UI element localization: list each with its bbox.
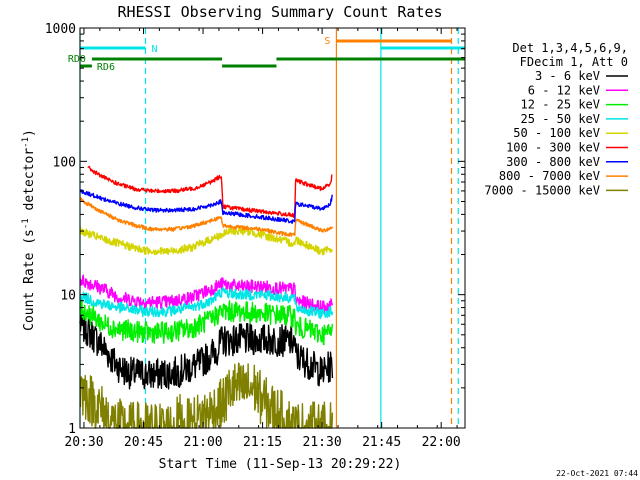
y-label-sup1: -1 [21,218,31,229]
y-label-mid: detector [22,148,37,219]
y-label-sup2: -1 [21,137,31,148]
legend-entry-label: 25 - 50 keV [521,112,600,126]
y-tick-label: 100 [53,155,76,170]
orbit-flag-label: N [151,44,157,55]
x-tick-label: 22:00 [422,435,461,450]
legend-entry-label: 6 - 12 keV [528,83,600,97]
series-line [79,189,334,224]
series-line [87,165,333,219]
series-line [79,296,334,346]
y-axis-label: Count Rate (s-1 detector-1) [21,129,37,331]
series-line [79,197,334,237]
x-axis-label: Start Time (11-Sep-13 20:29:22) [159,457,402,472]
legend-entry-label: 12 - 25 keV [521,98,600,112]
axis-ticks: 20:30 20:45 21:00 21:15 21:30 21:45 22:00 1 10 10… [45,22,465,450]
x-tick-label: 21:30 [303,435,342,450]
legend-entry-label: 800 - 7000 keV [499,169,600,183]
y-label-end: ) [22,129,37,137]
legend-entry-label: 300 - 800 keV [506,155,600,169]
orbit-flag-label: RD6 [97,62,115,73]
legend-entry-label: 100 - 300 keV [506,141,600,155]
plot-frame [79,27,466,429]
legend-header-detectors: Det 1,3,4,5,6,9, [512,41,628,55]
x-tick-label: 20:45 [124,435,163,450]
legend-entry-label: 7000 - 15000 keV [484,183,600,197]
series-line [79,274,334,315]
legend-header-decimation: FDecim 1, Att 0 [520,55,628,69]
orbit-flags: N RD0 RD6 S [68,36,465,73]
legend-entry-label: 3 - 6 keV [535,69,600,83]
orbit-flag-label: S [324,36,330,47]
footer-date: 22-Oct-2021 07:44 [556,469,638,478]
chart-title: RHESSI Observing Summary Count Rates [117,3,442,21]
legend: Det 1,3,4,5,6,9, FDecim 1, Att 0 3 - 6 k… [484,41,628,197]
y-tick-label: 1 [68,422,76,437]
series-line [79,309,334,390]
series-line [79,286,334,320]
series-group [79,165,334,429]
y-tick-label: 1000 [45,22,76,37]
x-tick-label: 21:15 [243,435,282,450]
legend-entry-label: 50 - 100 keV [513,126,600,140]
y-tick-label: 10 [60,289,76,304]
x-tick-label: 21:00 [183,435,222,450]
series-line [79,226,334,256]
x-tick-label: 21:45 [362,435,401,450]
y-label-main: Count Rate (s [22,229,37,331]
orbit-flag-label: RD0 [68,54,86,65]
x-tick-label: 20:30 [64,435,103,450]
